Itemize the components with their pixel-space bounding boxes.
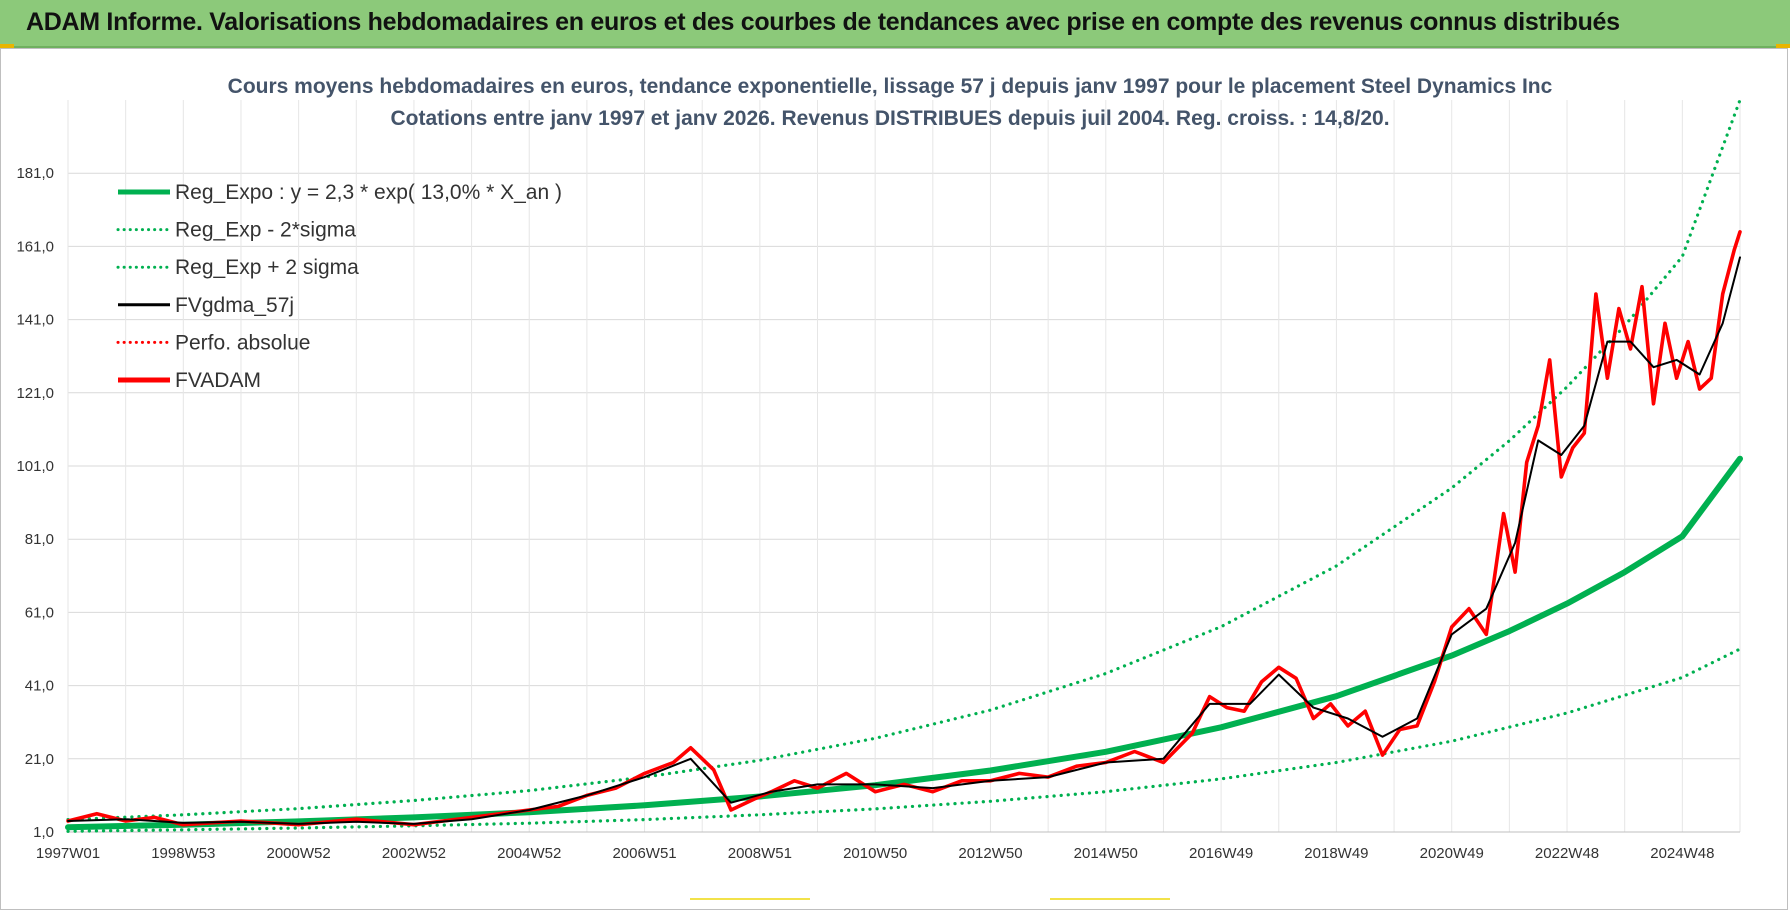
x-tick-label: 2000W52: [267, 845, 331, 862]
x-tick-label: 2002W52: [382, 845, 446, 862]
y-tick-label: 61,0: [25, 604, 54, 621]
y-tick-label: 81,0: [25, 531, 54, 548]
grid-layer: [67, 100, 1741, 833]
axis-layer: 1,0 21,0 41,0 61,0 81,0 101,0 121,0 141,0 161,0 1…: [16, 165, 1740, 862]
x-tick-label: 2018W49: [1304, 845, 1368, 862]
legend-label: FVgdma_57j: [175, 294, 294, 317]
series-fvadam: [66, 230, 1742, 827]
series-fvgdma-57j: [67, 256, 1741, 825]
x-tick-label: 2020W49: [1420, 845, 1484, 862]
chart-title-line2: Cotations entre janv 1997 et janv 2026. …: [390, 107, 1389, 130]
y-tick-label: 181,0: [16, 165, 54, 182]
series-reg-exp-2-sigma: [66, 98, 1742, 822]
x-tick-label: 1998W53: [151, 845, 215, 862]
report-header: ADAM Informe. Valorisations hebdomadaire…: [0, 0, 1790, 48]
chart-legend: Reg_Expo : y = 2,3 * exp( 13,0% * X_an )…: [116, 181, 562, 392]
x-tick-label: 2024W48: [1650, 845, 1714, 862]
legend-label: Reg_Exp + 2 sigma: [175, 256, 359, 279]
x-tick-label: 1997W01: [36, 845, 100, 862]
x-tick-label: 2008W51: [728, 845, 792, 862]
series-layer: [65, 98, 1743, 833]
legend-label: Perfo. absolue: [175, 331, 310, 354]
series-reg-exp-2-sigma: [66, 647, 1742, 833]
x-tick-label: 2012W50: [958, 845, 1022, 862]
legend-label: FVADAM: [175, 369, 261, 392]
y-tick-label: 161,0: [16, 238, 54, 255]
bottom-accent-2: [1050, 898, 1170, 900]
x-tick-label: 2016W49: [1189, 845, 1253, 862]
legend-label: Reg_Exp - 2*sigma: [175, 219, 356, 242]
y-tick-label: 21,0: [25, 751, 54, 768]
y-tick-label: 41,0: [25, 678, 54, 695]
x-tick-label: 2006W51: [612, 845, 676, 862]
legend-label: Reg_Expo : y = 2,3 * exp( 13,0% * X_an ): [175, 181, 562, 204]
y-tick-label: 121,0: [16, 385, 54, 402]
x-tick-label: 2014W50: [1074, 845, 1138, 862]
y-tick-label: 1,0: [33, 824, 54, 841]
y-tick-label: 141,0: [16, 312, 54, 329]
x-tick-label: 2010W50: [843, 845, 907, 862]
series-reg-expo: [65, 455, 1743, 831]
bottom-accent-1: [690, 898, 810, 900]
y-tick-label: 101,0: [16, 458, 54, 475]
corner-mark-right: [1776, 44, 1790, 48]
chart-border: [0, 48, 1788, 910]
x-tick-label: 2022W48: [1535, 845, 1599, 862]
x-tick-label: 2004W52: [497, 845, 561, 862]
report-title: ADAM Informe. Valorisations hebdomadaire…: [26, 8, 1620, 36]
chart-title-line1: Cours moyens hebdomadaires en euros, ten…: [228, 75, 1553, 98]
corner-mark-left: [0, 44, 14, 48]
